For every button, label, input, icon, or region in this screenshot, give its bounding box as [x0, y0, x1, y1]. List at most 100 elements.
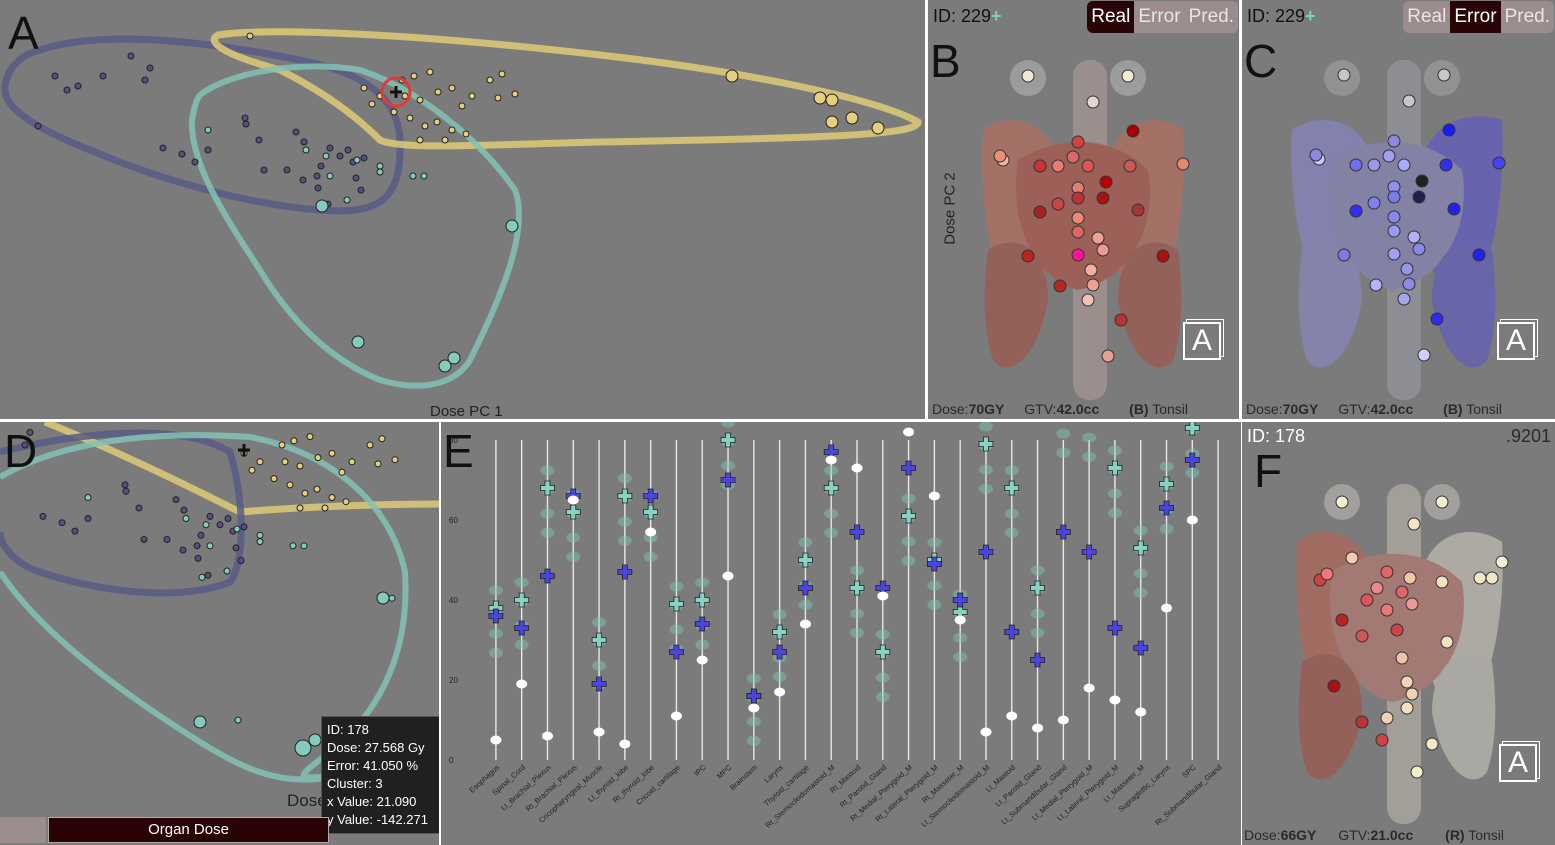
scatter-point[interactable]: [292, 128, 300, 136]
real-dose-cross[interactable]: [514, 592, 530, 608]
scatter-point[interactable]: [300, 138, 308, 146]
scatter-point[interactable]: [448, 126, 456, 134]
predicted-dose-cross[interactable]: [952, 592, 968, 608]
scatter-point[interactable]: [302, 146, 310, 154]
scatter-point[interactable]: [441, 136, 449, 144]
scatter-point[interactable]: [193, 542, 201, 550]
scatter-point[interactable]: [26, 428, 34, 436]
scatter-point[interactable]: [845, 111, 859, 125]
add-patient-icon[interactable]: +: [991, 6, 1002, 26]
patient-dose-dot[interactable]: [1032, 723, 1044, 733]
real-dose-cross[interactable]: [540, 480, 555, 496]
scatter-point[interactable]: [406, 114, 414, 122]
scatter-point[interactable]: [296, 504, 304, 512]
scatter-point[interactable]: [328, 494, 336, 501]
scatter-point[interactable]: [511, 90, 519, 98]
scatter-point[interactable]: [281, 458, 289, 466]
real-dose-cross[interactable]: [823, 480, 839, 496]
real-dose-cross[interactable]: [875, 644, 891, 660]
patient-dose-dot[interactable]: [722, 571, 734, 581]
dose-pca-scatter-plot[interactable]: [0, 0, 925, 419]
scatter-point[interactable]: [300, 542, 308, 550]
scatter-point[interactable]: [180, 506, 188, 514]
panel-a-dose-pca-scatter[interactable]: A Dose PC 1: [0, 0, 925, 419]
scatter-point[interactable]: [198, 573, 206, 581]
patient-dose-dot[interactable]: [593, 727, 605, 737]
scatter-point[interactable]: [357, 186, 365, 194]
scatter-point[interactable]: [426, 68, 434, 76]
scatter-point[interactable]: [336, 152, 344, 160]
scatter-point[interactable]: [256, 458, 264, 466]
selected-point-cross-icon[interactable]: [390, 86, 402, 98]
scatter-point[interactable]: [326, 172, 334, 180]
scatter-point[interactable]: [256, 531, 264, 539]
scatter-point[interactable]: [202, 521, 210, 529]
patient-dose-dot[interactable]: [490, 735, 502, 745]
predicted-dose-cross[interactable]: [694, 616, 710, 632]
scatter-point[interactable]: [294, 739, 312, 757]
tab-error[interactable]: Error: [1134, 1, 1185, 33]
predicted-dose-cross[interactable]: [849, 524, 865, 540]
scatter-point[interactable]: [206, 542, 214, 550]
scatter-point[interactable]: [433, 118, 441, 126]
predicted-dose-cross[interactable]: [798, 580, 813, 596]
scatter-point[interactable]: [234, 716, 242, 724]
scatter-point[interactable]: [360, 84, 368, 92]
scatter-point[interactable]: [121, 481, 129, 489]
patient-dose-dot[interactable]: [1057, 715, 1069, 725]
scatter-point[interactable]: [240, 523, 248, 531]
predicted-dose-cross[interactable]: [926, 556, 942, 572]
scatter-point[interactable]: [206, 512, 214, 520]
scatter-point[interactable]: [122, 487, 130, 495]
scatter-point[interactable]: [84, 515, 92, 522]
scatter-point[interactable]: [458, 102, 466, 110]
scatter-point[interactable]: [421, 122, 429, 130]
orientation-cube-icon[interactable]: A: [1183, 322, 1221, 360]
scatter-point[interactable]: [233, 525, 241, 533]
scatter-point[interactable]: [344, 146, 352, 154]
scatter-point[interactable]: [338, 468, 346, 476]
scatter-point[interactable]: [260, 166, 268, 174]
scatter-point[interactable]: [498, 70, 506, 78]
patient-dose-dot[interactable]: [748, 703, 760, 713]
scatter-point[interactable]: [204, 146, 212, 154]
scatter-point[interactable]: [825, 93, 839, 107]
scatter-point[interactable]: [308, 733, 322, 747]
scatter-points[interactable]: [34, 32, 885, 373]
scatter-point[interactable]: [182, 515, 190, 522]
scatter-point[interactable]: [321, 504, 329, 512]
scatter-point[interactable]: [39, 512, 47, 520]
real-dose-cross[interactable]: [565, 504, 581, 520]
add-patient-icon[interactable]: +: [1305, 6, 1316, 26]
scatter-point[interactable]: [813, 91, 827, 105]
scatter-point[interactable]: [326, 144, 334, 152]
scatter-point[interactable]: [140, 536, 148, 543]
scatter-point[interactable]: [99, 72, 107, 80]
real-dose-cross[interactable]: [772, 624, 788, 640]
scatter-point[interactable]: [366, 441, 374, 449]
scatter-point[interactable]: [191, 158, 199, 166]
scatter-point[interactable]: [299, 176, 307, 184]
scatter-point[interactable]: [494, 94, 502, 102]
scatter-point[interactable]: [194, 554, 202, 562]
real-dose-cross[interactable]: [694, 592, 710, 608]
scatter-point[interactable]: [278, 441, 286, 449]
scatter-point[interactable]: [74, 82, 82, 90]
scatter-point[interactable]: [242, 120, 250, 128]
scatter-point[interactable]: [376, 162, 384, 170]
panel-d-zoomed-scatter[interactable]: D Dose ID: 178 Dose: 27.568 Gy Error: 41…: [0, 422, 439, 845]
patient-dose-dot[interactable]: [619, 739, 631, 749]
scatter-point[interactable]: [204, 571, 212, 579]
patient-dose-dot[interactable]: [954, 615, 966, 625]
real-dose-cross[interactable]: [1184, 422, 1200, 436]
organ-dose-button[interactable]: Organ Dose: [48, 817, 329, 843]
scatter-point[interactable]: [141, 76, 149, 84]
scatter-point[interactable]: [290, 437, 298, 445]
patient-dose-dot[interactable]: [1083, 683, 1095, 693]
scatter-point[interactable]: [179, 546, 187, 554]
real-dose-cross[interactable]: [617, 488, 633, 504]
scatter-point[interactable]: [314, 184, 322, 192]
scatter-point[interactable]: [223, 567, 231, 575]
orientation-cube-icon[interactable]: A: [1499, 744, 1537, 782]
scatter-point[interactable]: [71, 527, 79, 535]
